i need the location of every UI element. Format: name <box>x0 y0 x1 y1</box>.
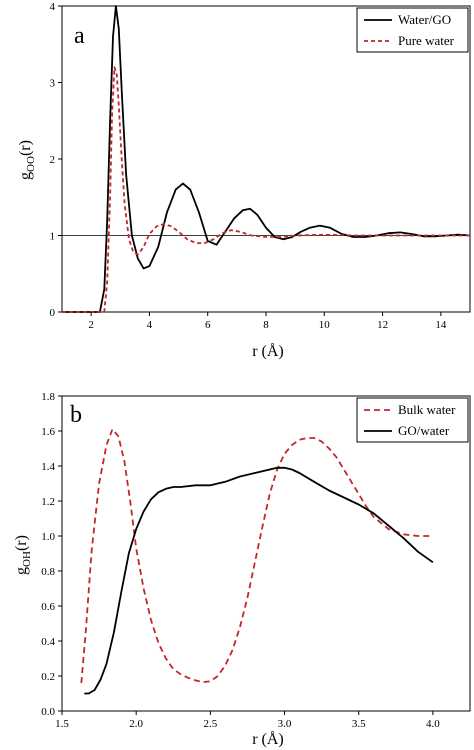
x-tick-label: 3.0 <box>278 718 292 730</box>
y-tick-label: 0.8 <box>41 566 55 578</box>
legend-a: Water/GO Pure water <box>356 7 469 53</box>
y-axis-label-main-b: g <box>13 567 30 575</box>
series-line-pure-water <box>62 66 470 313</box>
y-axis-label-suffix-b: (r) <box>13 535 30 551</box>
y-tick-label: 1.6 <box>41 426 55 438</box>
x-tick-label: 4.0 <box>426 718 440 730</box>
x-tick-label: 2 <box>88 319 94 331</box>
y-axis-label-sub-a: OO <box>25 156 37 172</box>
series-line-bulk-water <box>80 428 433 684</box>
x-axis-label-b: r (Å) <box>252 730 284 748</box>
y-tick-label: 1.2 <box>41 496 55 508</box>
y-axis-label-a: gOO(r) <box>17 140 37 180</box>
x-tick-label: 2.5 <box>203 718 217 730</box>
x-tick-label: 6 <box>205 319 211 331</box>
legend-b: Bulk water GO/water <box>356 397 469 443</box>
y-tick-label: 1 <box>50 231 56 243</box>
panel-label-a: a <box>74 23 85 49</box>
y-tick-label: 4 <box>50 1 56 13</box>
x-tick-label: 1.5 <box>55 718 69 730</box>
panel-b: 1.5 2.0 2.5 3.0 3.5 4.0 0.0 0.2 0.4 0.6 0.8 1.0 1.2 1… <box>13 391 471 748</box>
legend-label-go-water: GO/water <box>398 423 450 438</box>
legend-box-b <box>356 397 469 443</box>
legend-label-pure-water: Pure water <box>398 33 455 48</box>
x-tick-label: 4 <box>147 319 153 331</box>
plot-frame-b <box>61 395 471 712</box>
svg-text:gOO(r): gOO(r) <box>17 140 37 180</box>
y-tick-label: 0.4 <box>41 636 55 648</box>
y-tick-label: 1.0 <box>41 531 55 543</box>
y-axis-label-suffix-a: (r) <box>17 140 34 156</box>
x-tick-label: 10 <box>319 319 331 331</box>
x-tick-label: 3.5 <box>352 718 366 730</box>
x-tick-label: 8 <box>263 319 269 331</box>
legend-label-bulk-water: Bulk water <box>398 402 456 417</box>
series-line-water-go <box>62 5 471 313</box>
svg-text:gOH(r): gOH(r) <box>13 535 33 575</box>
y-tick-label: 1.8 <box>41 391 55 403</box>
legend-label-water-go: Water/GO <box>398 12 451 27</box>
y-axis-label-b: gOH(r) <box>13 535 33 575</box>
legend-box-a <box>356 7 469 53</box>
y-tick-label: 2 <box>50 154 56 166</box>
y-axis-label-main-a: g <box>17 172 34 180</box>
y-tick-label: 0.2 <box>41 671 55 683</box>
y-tick-label: 1.4 <box>41 461 55 473</box>
series-line-go-water <box>84 466 434 695</box>
y-tick-label: 0 <box>50 307 56 319</box>
x-tick-label: 12 <box>377 319 388 331</box>
x-axis-label-a: r (Å) <box>252 342 284 360</box>
y-tick-label: 0.6 <box>41 601 55 613</box>
y-axis-label-sub-b: OH <box>21 551 33 567</box>
panel-label-b: b <box>70 402 82 428</box>
x-tick-label: 14 <box>435 319 447 331</box>
y-tick-label: 0.0 <box>41 706 55 718</box>
x-tick-label: 2.0 <box>129 718 143 730</box>
y-tick-label: 3 <box>50 78 56 90</box>
